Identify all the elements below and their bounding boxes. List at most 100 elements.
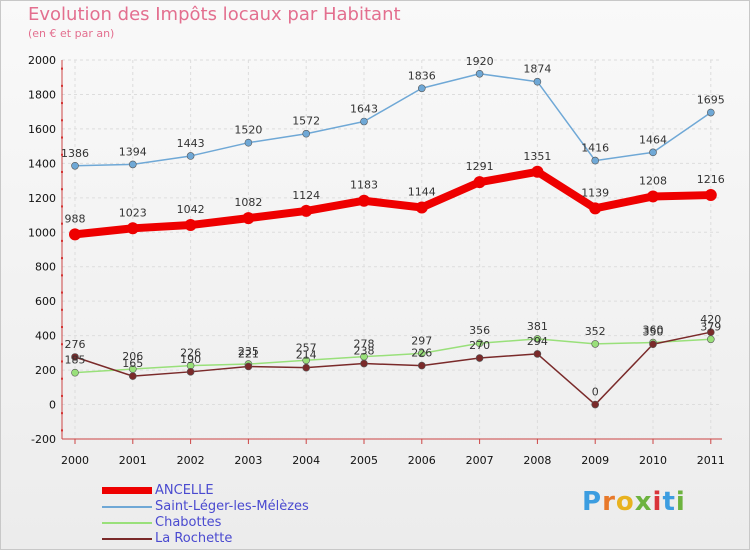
data-point-chabottes — [475, 339, 484, 348]
gridlines — [62, 59, 722, 440]
data-label-la-rochette: 165 — [122, 357, 143, 370]
data-label-saint-leger-les-melezes: 1443 — [177, 137, 205, 150]
data-label-chabottes: 381 — [527, 320, 548, 333]
data-label-saint-leger-les-melezes: 1386 — [61, 147, 89, 160]
data-label-saint-leger-les-melezes: 1836 — [408, 69, 436, 82]
data-label-la-rochette: 226 — [411, 347, 432, 360]
data-point-chabottes — [533, 335, 542, 343]
data-label-la-rochette: 270 — [469, 339, 490, 352]
data-label-ancelle: 1082 — [234, 196, 262, 209]
data-point-la-rochette — [649, 340, 657, 349]
x-tick-label: 2010 — [639, 454, 667, 467]
data-point-ancelle — [358, 194, 370, 207]
x-tick-label: 2007 — [466, 454, 494, 467]
logo-letter: t — [662, 487, 676, 517]
data-point-la-rochette — [417, 361, 426, 370]
data-point-saint-leger-les-melezes — [591, 156, 600, 165]
data-point-ancelle — [473, 176, 486, 189]
legend-swatch — [102, 487, 152, 494]
logo-letter: i — [675, 487, 686, 517]
data-point-la-rochette — [186, 368, 195, 376]
y-tick-label: 0 — [49, 399, 56, 412]
data-label-saint-leger-les-melezes: 1695 — [697, 94, 725, 107]
data-label-chabottes: 257 — [296, 341, 317, 354]
x-tick-label: 2001 — [119, 454, 147, 467]
axes — [61, 60, 722, 444]
y-tick-label: 1200 — [28, 192, 56, 205]
data-label-chabottes: 379 — [700, 320, 721, 333]
x-tick-label: 2009 — [581, 454, 609, 467]
x-tick-label: 2000 — [61, 454, 89, 467]
data-labels: 1386 1394 1443 1520 1572 1643 1836 1920 1874 1416… — [61, 55, 725, 399]
logo-letter: o — [615, 487, 635, 517]
legend-item: La Rochette — [102, 531, 402, 547]
data-label-ancelle: 1291 — [466, 160, 494, 173]
data-point-saint-leger-les-melezes — [244, 138, 253, 147]
data-label-saint-leger-les-melezes: 1920 — [466, 55, 494, 68]
data-point-la-rochette — [475, 354, 484, 362]
data-point-saint-leger-les-melezes — [71, 161, 79, 170]
legend: ANCELLE Saint-Léger-les-Mélèzes Chabottes L… — [102, 483, 402, 547]
data-point-chabottes — [71, 368, 79, 377]
legend-item: ANCELLE — [102, 483, 402, 499]
data-label-chabottes: 360 — [643, 324, 664, 337]
data-point-ancelle — [704, 189, 717, 202]
x-tick-label: 2006 — [408, 454, 436, 467]
x-tick-label: 2002 — [177, 454, 205, 467]
legend-label: ANCELLE — [155, 483, 214, 498]
data-point-saint-leger-les-melezes — [417, 84, 426, 93]
chart-title: Evolution des Impôts locaux par Habitant — [28, 4, 401, 25]
data-point-chabottes — [706, 335, 715, 344]
data-point-la-rochette — [244, 362, 253, 371]
series-line-chabottes — [74, 338, 712, 374]
legend-swatch — [102, 522, 152, 524]
data-label-la-rochette: 214 — [296, 349, 317, 362]
data-label-ancelle: 1351 — [523, 150, 551, 163]
y-tick-label: 800 — [35, 261, 56, 274]
data-label-la-rochette: 420 — [700, 313, 721, 326]
data-point-la-rochette — [533, 350, 542, 358]
proxiti-logo: Proxiti — [582, 487, 686, 517]
data-label-la-rochette: 294 — [527, 335, 548, 348]
data-label-ancelle: 1023 — [119, 206, 147, 219]
y-tick-label: 1400 — [28, 157, 56, 170]
data-point-la-rochette — [71, 353, 79, 361]
series-line-ancelle — [71, 167, 715, 239]
data-point-saint-leger-les-melezes — [706, 108, 715, 117]
data-point-la-rochette — [302, 363, 311, 372]
data-label-saint-leger-les-melezes: 1874 — [523, 63, 551, 76]
y-tick-label: 400 — [35, 330, 56, 343]
legend-swatch — [102, 506, 152, 508]
data-point-la-rochette — [706, 328, 715, 336]
data-label-chabottes: 278 — [354, 338, 375, 351]
data-point-ancelle — [589, 202, 602, 215]
data-point-la-rochette — [591, 400, 600, 409]
y-tick-label: -200 — [31, 433, 56, 446]
data-point-la-rochette — [360, 359, 368, 368]
legend-item: Chabottes — [102, 515, 402, 531]
data-label-saint-leger-les-melezes: 1572 — [292, 115, 320, 128]
data-point-la-rochette — [129, 372, 137, 380]
data-point-saint-leger-les-melezes — [649, 148, 657, 157]
series-group — [69, 69, 717, 409]
data-label-chabottes: 352 — [585, 325, 606, 338]
data-label-la-rochette: 0 — [592, 386, 599, 399]
x-tick-label: 2011 — [697, 454, 725, 467]
legend-item: Saint-Léger-les-Mélèzes — [102, 499, 402, 515]
legend-label: La Rochette — [155, 531, 233, 546]
data-point-ancelle — [647, 190, 659, 203]
data-label-la-rochette: 238 — [354, 345, 375, 358]
data-point-saint-leger-les-melezes — [475, 69, 484, 78]
data-label-la-rochette: 350 — [643, 325, 664, 338]
data-label-chabottes: 356 — [469, 324, 490, 337]
y-tick-label: 200 — [35, 364, 56, 377]
legend-swatch — [102, 538, 152, 540]
data-point-chabottes — [302, 356, 311, 365]
data-label-ancelle: 1183 — [350, 179, 378, 192]
data-point-ancelle — [415, 201, 428, 214]
data-label-saint-leger-les-melezes: 1520 — [234, 124, 262, 137]
data-label-saint-leger-les-melezes: 1464 — [639, 133, 667, 146]
data-point-ancelle — [184, 219, 197, 232]
data-point-chabottes — [417, 349, 426, 358]
